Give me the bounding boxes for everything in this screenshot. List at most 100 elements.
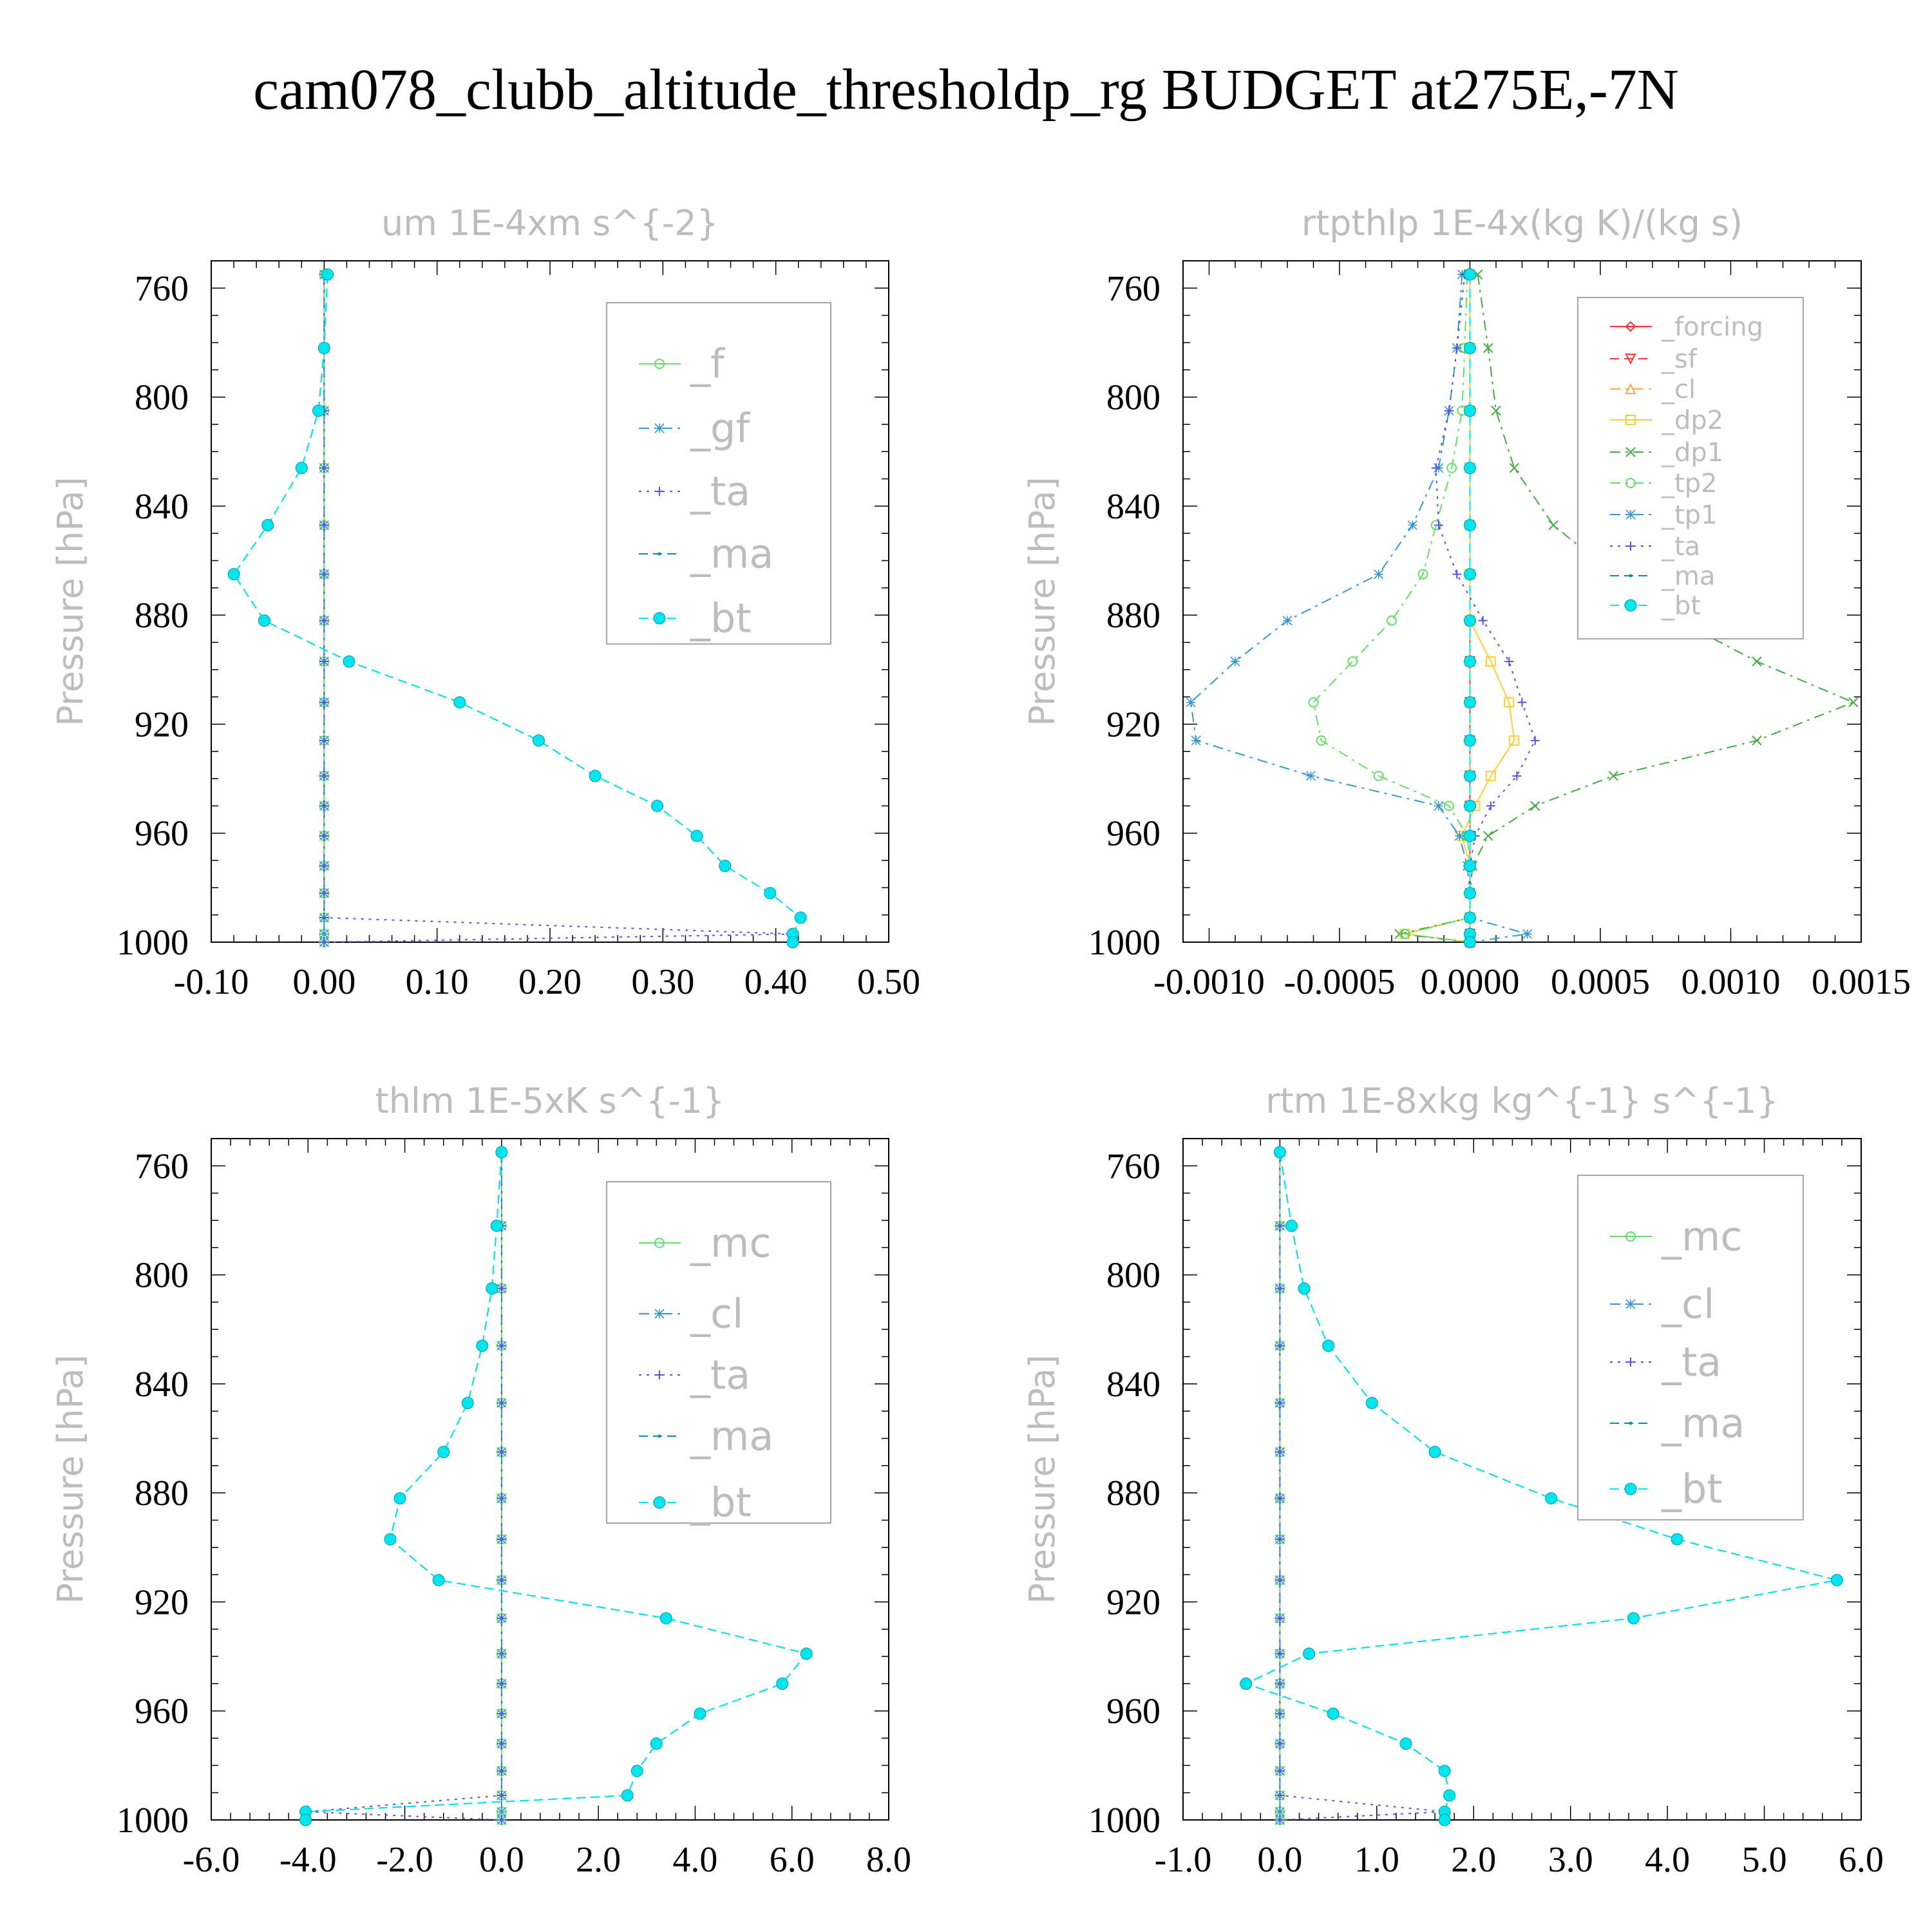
legend-marker bbox=[1625, 447, 1636, 457]
x-tick-label: 1.0 bbox=[1354, 1840, 1399, 1880]
legend-item: _bt bbox=[1610, 591, 1701, 621]
legend-item: _f bbox=[639, 341, 726, 388]
data-point bbox=[1275, 1447, 1285, 1457]
data-point bbox=[1298, 1282, 1311, 1295]
data-point bbox=[1275, 1493, 1285, 1503]
series-line bbox=[1435, 274, 1536, 942]
legend-marker bbox=[1625, 354, 1636, 365]
data-point bbox=[1322, 1340, 1335, 1352]
data-point bbox=[1316, 735, 1327, 746]
data-point bbox=[1548, 520, 1558, 531]
series-line bbox=[1279, 1152, 1445, 1821]
data-point bbox=[800, 1647, 813, 1660]
data-point bbox=[461, 1397, 474, 1410]
legend-label: _cl bbox=[1661, 375, 1696, 404]
data-point bbox=[476, 1340, 489, 1352]
data-point bbox=[497, 1709, 506, 1718]
legend-label: _ma bbox=[1661, 1400, 1745, 1447]
y-tick-label: 880 bbox=[135, 596, 189, 636]
data-point bbox=[437, 1446, 450, 1459]
x-tick-label: 0.0015 bbox=[1812, 962, 1911, 1002]
legend-item: _tp2 bbox=[1610, 469, 1718, 498]
data-point bbox=[1275, 1815, 1285, 1824]
data-point bbox=[1275, 1398, 1285, 1408]
y-axis-label: Pressure [hPa] bbox=[50, 477, 91, 726]
data-point bbox=[1478, 616, 1488, 625]
x-tick-label: -1.0 bbox=[1155, 1840, 1212, 1880]
data-point bbox=[1230, 656, 1240, 667]
panel-title: um 1E-4xm s^{-2} bbox=[381, 203, 719, 243]
series-line bbox=[305, 1152, 502, 1821]
legend-marker bbox=[654, 1309, 665, 1319]
data-point bbox=[1848, 697, 1859, 708]
data-point bbox=[1464, 655, 1476, 668]
y-tick-label: 840 bbox=[1106, 1365, 1160, 1405]
legend-item: _mc bbox=[1610, 1213, 1742, 1260]
y-tick-label: 840 bbox=[135, 487, 189, 527]
legend-item: _cl bbox=[1610, 1281, 1714, 1328]
data-point bbox=[1275, 1613, 1285, 1623]
legend: _mc _cl _ta _ma _bt bbox=[1577, 1175, 1804, 1520]
data-point bbox=[1399, 929, 1410, 940]
legend-label: _mc bbox=[1661, 1213, 1742, 1260]
data-point bbox=[1274, 1806, 1285, 1817]
y-tick-label: 800 bbox=[1106, 378, 1160, 418]
legend-marker bbox=[1625, 383, 1636, 394]
y-tick-label: 800 bbox=[135, 378, 189, 418]
legend-label: _mc bbox=[690, 1220, 771, 1267]
data-point bbox=[650, 1738, 663, 1750]
data-point bbox=[1464, 936, 1476, 949]
series-line bbox=[1405, 274, 1515, 943]
data-point bbox=[1275, 1679, 1285, 1689]
data-point bbox=[1545, 1492, 1558, 1505]
legend-label: _tp1 bbox=[1661, 500, 1718, 530]
data-point bbox=[1428, 1446, 1441, 1459]
data-point bbox=[319, 929, 329, 939]
plot-frame bbox=[211, 1138, 889, 1821]
y-tick-label: 760 bbox=[135, 1146, 189, 1186]
data-point bbox=[319, 913, 329, 922]
legend-marker bbox=[655, 1370, 664, 1379]
data-point bbox=[497, 1613, 506, 1623]
data-point bbox=[1275, 1341, 1285, 1350]
data-point bbox=[1374, 569, 1384, 580]
panel-rtm: rtm 1E-8xkg kg^{-1} s^{-1} Pressure [hPa]… bbox=[1022, 1081, 1884, 1880]
data-point bbox=[1491, 406, 1501, 416]
legend-marker bbox=[1625, 1231, 1636, 1242]
legend-label: _dp1 bbox=[1661, 438, 1723, 468]
data-point bbox=[1282, 616, 1293, 626]
x-tick-label: 5.0 bbox=[1742, 1840, 1787, 1880]
data-point bbox=[1186, 697, 1196, 708]
data-point bbox=[1464, 799, 1476, 812]
y-tick-label: 840 bbox=[135, 1365, 189, 1405]
data-point bbox=[497, 1493, 506, 1503]
data-point bbox=[497, 1766, 506, 1776]
legend-item: _ma bbox=[639, 531, 773, 578]
data-point bbox=[1608, 771, 1618, 781]
x-tick-label: 3.0 bbox=[1548, 1840, 1593, 1880]
legend: _forcing _sf_cl_dp2 _dp1_tp2_tp1_ta_ma_bt bbox=[1577, 297, 1804, 639]
data-point bbox=[794, 911, 807, 924]
data-point bbox=[1464, 404, 1476, 417]
data-point bbox=[659, 1612, 672, 1625]
x-tick-label: 0.0 bbox=[479, 1840, 524, 1880]
y-axis-label: Pressure [hPa] bbox=[50, 1354, 91, 1604]
legend-label: _sf bbox=[1661, 345, 1698, 374]
x-tick-label: -2.0 bbox=[376, 1840, 433, 1880]
data-point bbox=[1483, 831, 1493, 841]
x-tick-label: 0.40 bbox=[744, 962, 808, 1002]
data-point bbox=[319, 771, 329, 781]
data-point bbox=[486, 1282, 498, 1295]
panel-title: rtm 1E-8xkg kg^{-1} s^{-1} bbox=[1265, 1081, 1779, 1121]
series-line bbox=[1190, 274, 1528, 943]
legend-item: _ta bbox=[639, 1352, 750, 1399]
data-point bbox=[1464, 770, 1476, 782]
x-tick-label: 0.0 bbox=[1257, 1840, 1302, 1880]
data-point bbox=[1417, 569, 1428, 580]
data-point bbox=[1454, 831, 1464, 841]
legend-item: _dp2 bbox=[1610, 406, 1723, 435]
data-point bbox=[1191, 735, 1201, 746]
data-point bbox=[690, 829, 703, 842]
panel-title: rtpthlp 1E-4x(kg K)/(kg s) bbox=[1302, 203, 1743, 243]
legend-item: _ma bbox=[1610, 562, 1715, 591]
